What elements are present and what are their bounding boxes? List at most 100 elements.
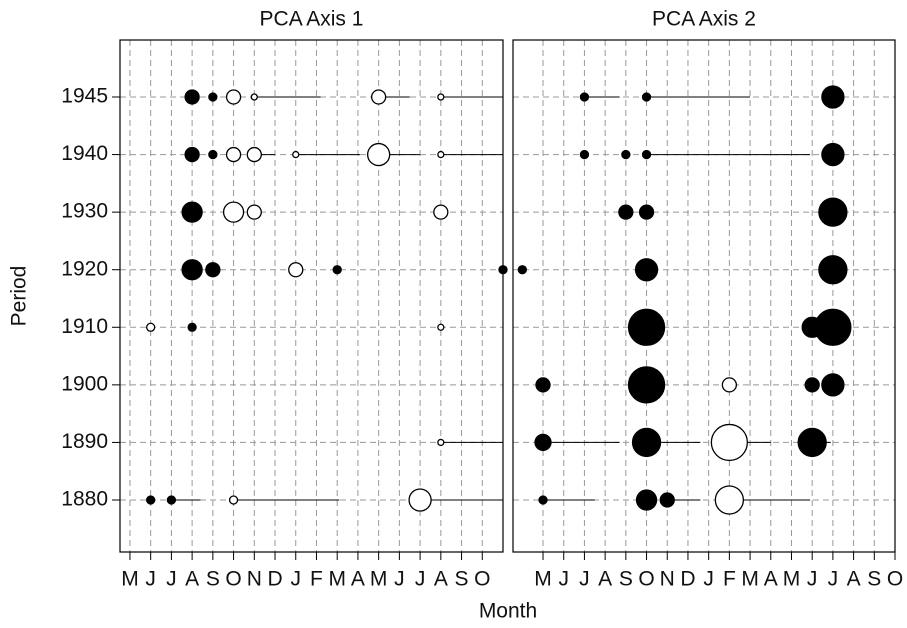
x-tick-label: J bbox=[807, 568, 818, 591]
bubble bbox=[631, 427, 662, 458]
bubble bbox=[437, 438, 445, 447]
x-tick-label: M bbox=[328, 568, 346, 591]
bubble bbox=[641, 92, 652, 102]
panel-title: PCA Axis 1 bbox=[260, 8, 364, 31]
y-tick-label: 1880 bbox=[61, 488, 108, 511]
y-tick-label: 1910 bbox=[61, 315, 108, 338]
bubble bbox=[437, 93, 445, 101]
y-tick-label: 1890 bbox=[61, 430, 108, 453]
bubble bbox=[618, 204, 634, 220]
bubble bbox=[821, 373, 845, 397]
y-axis-label: Period bbox=[8, 266, 31, 327]
x-tick-label: S bbox=[206, 568, 220, 591]
bubble bbox=[208, 92, 218, 102]
bubble bbox=[288, 262, 304, 278]
y-tick-label: 1900 bbox=[61, 372, 108, 395]
bubble bbox=[818, 255, 848, 285]
x-tick-label: F bbox=[310, 568, 323, 591]
bubble bbox=[517, 265, 527, 275]
x-tick-label: A bbox=[847, 568, 861, 591]
x-tick-label: M bbox=[121, 568, 139, 591]
bubble bbox=[246, 204, 262, 220]
bubble bbox=[184, 89, 200, 105]
x-tick-label: O bbox=[638, 568, 654, 591]
x-tick-label: A bbox=[185, 568, 199, 591]
x-tick-label: M bbox=[741, 568, 759, 591]
y-tick-label: 1940 bbox=[61, 142, 108, 165]
x-tick-label: J bbox=[703, 568, 714, 591]
x-tick-label: M bbox=[534, 568, 552, 591]
bubble bbox=[538, 495, 548, 505]
x-tick-label: J bbox=[166, 568, 177, 591]
bubble bbox=[184, 146, 200, 163]
y-tick-label: 1945 bbox=[61, 85, 108, 108]
x-tick-label: S bbox=[455, 568, 469, 591]
x-tick-label: A bbox=[598, 568, 612, 591]
bubble bbox=[437, 150, 445, 159]
bubble bbox=[205, 262, 221, 278]
bubble bbox=[498, 265, 508, 275]
bubble bbox=[146, 495, 156, 505]
bubble bbox=[641, 149, 652, 160]
bubble bbox=[225, 146, 242, 163]
x-tick-label: D bbox=[680, 568, 695, 591]
x-tick-label: M bbox=[783, 568, 801, 591]
bubble bbox=[246, 146, 262, 163]
bubble bbox=[228, 495, 239, 505]
bubble bbox=[714, 485, 745, 515]
x-tick-label: N bbox=[247, 568, 262, 591]
x-tick-label: S bbox=[619, 568, 633, 591]
x-tick-label: A bbox=[434, 568, 448, 591]
bubble bbox=[638, 204, 655, 220]
bubble bbox=[146, 322, 156, 332]
x-tick-label: J bbox=[828, 568, 839, 591]
bubble bbox=[821, 85, 845, 109]
x-tick-label: O bbox=[474, 568, 490, 591]
x-tick-label: S bbox=[867, 568, 881, 591]
bubble bbox=[634, 258, 659, 282]
x-tick-label: J bbox=[290, 568, 301, 591]
bubble bbox=[534, 433, 552, 452]
bubble bbox=[797, 427, 827, 458]
bubble bbox=[621, 149, 631, 160]
bubble bbox=[225, 89, 242, 105]
panel-title: PCA Axis 2 bbox=[652, 8, 756, 31]
x-tick-label: J bbox=[394, 568, 405, 591]
x-tick-label: O bbox=[887, 568, 903, 591]
bubble bbox=[250, 93, 258, 101]
x-tick-label: M bbox=[370, 568, 388, 591]
panel-frame bbox=[119, 39, 504, 553]
bubble bbox=[292, 150, 300, 159]
bubble bbox=[408, 488, 432, 512]
x-tick-label: F bbox=[723, 568, 736, 591]
bubble bbox=[535, 377, 551, 393]
bubble bbox=[579, 92, 590, 102]
x-tick-label: D bbox=[267, 568, 282, 591]
x-tick-label: J bbox=[415, 568, 426, 591]
bubble bbox=[721, 377, 738, 393]
bubble bbox=[627, 366, 666, 404]
bubble bbox=[804, 377, 820, 393]
x-axis-label: Month bbox=[479, 600, 537, 623]
bubble bbox=[222, 201, 245, 223]
panel-frame bbox=[512, 39, 896, 553]
bubble bbox=[370, 89, 387, 105]
x-tick-label: J bbox=[579, 568, 590, 591]
x-tick-label: O bbox=[225, 568, 241, 591]
y-tick-label: 1920 bbox=[61, 257, 108, 280]
x-tick-label: N bbox=[660, 568, 675, 591]
x-tick-label: J bbox=[145, 568, 156, 591]
bubble bbox=[635, 489, 658, 511]
bubble bbox=[433, 204, 449, 220]
bubble bbox=[332, 265, 342, 275]
bubble bbox=[818, 197, 848, 227]
bubble bbox=[710, 423, 749, 462]
bubble bbox=[627, 308, 666, 346]
x-tick-label: A bbox=[351, 568, 365, 591]
y-tick-label: 1930 bbox=[61, 200, 108, 223]
x-tick-label: J bbox=[558, 568, 569, 591]
bubble bbox=[814, 308, 852, 346]
bubble bbox=[181, 259, 203, 281]
bubble bbox=[659, 492, 675, 508]
